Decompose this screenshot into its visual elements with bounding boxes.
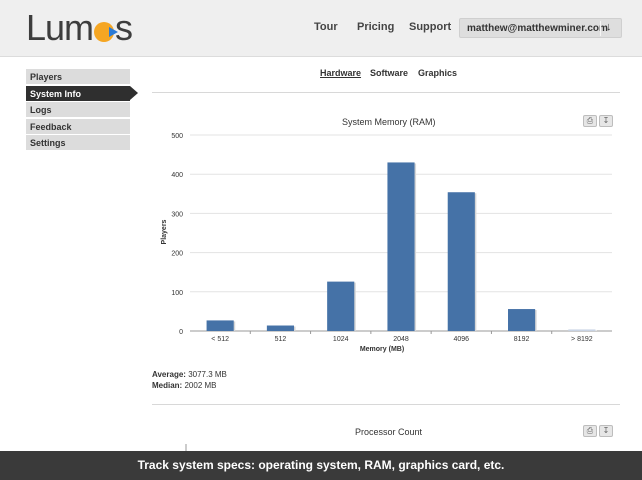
lumos-logo[interactable]: Lum s [26, 7, 133, 48]
logo-text-start: Lum [26, 7, 94, 48]
sidebar-item-system-info[interactable]: System Info [26, 85, 138, 101]
y-tick-label: 200 [171, 251, 183, 258]
x-tick-label: 8192 [514, 336, 530, 343]
caption-bar: Track system specs: operating system, RA… [0, 451, 642, 480]
average-value: 3077.3 MB [188, 370, 227, 379]
memory-bar[interactable] [568, 329, 596, 331]
memory-bar[interactable] [508, 309, 536, 331]
nav-pricing-link[interactable]: Pricing [357, 21, 395, 33]
average-stat: Average: 3077.3 MB [152, 370, 227, 379]
y-tick-label: 400 [171, 172, 183, 179]
processor-chart-title: Processor Count [355, 427, 423, 437]
download-icon[interactable]: ↧ [599, 115, 613, 127]
logo-pacman-icon [94, 22, 119, 42]
sidebar-item-logs[interactable]: Logs [26, 102, 130, 117]
sidebar-item-feedback[interactable]: Feedback [26, 118, 130, 134]
y-tick-label: 500 [171, 133, 183, 140]
median-label: Median: [152, 381, 183, 390]
x-tick-label: 512 [275, 336, 287, 343]
tab-software[interactable]: Software [370, 68, 409, 78]
print-icon[interactable]: ⎙ [583, 115, 597, 127]
user-menu-divider [600, 21, 601, 36]
median-value: 2002 MB [184, 381, 217, 390]
logo-text-end: s [115, 7, 133, 48]
memory-chart: 0 100 200 300 400 500 < 512 512 1024 2048 4096 819… [161, 133, 612, 353]
x-tick-label: < 512 [211, 336, 229, 343]
download-icon-processor[interactable]: ↧ [599, 425, 613, 437]
sidebar: Players System Info Logs Feedback Settin… [26, 69, 138, 152]
top-bar: Lum s Tour Pricing Support matthew@matth… [0, 0, 642, 57]
tab-divider [152, 92, 620, 93]
x-tick-label: 4096 [453, 336, 469, 343]
nav-tour-link[interactable]: Tour [314, 21, 338, 33]
median-stat: Median: 2002 MB [152, 381, 217, 390]
sidebar-item-players[interactable]: Players [26, 69, 130, 84]
tab-graphics[interactable]: Graphics [418, 68, 458, 78]
user-email: matthew@matthewminer.com [467, 23, 608, 34]
y-tick-label: 100 [171, 290, 183, 297]
y-tick-label: 300 [171, 211, 183, 218]
memory-bar[interactable] [266, 325, 294, 331]
arrow-down-icon[interactable]: ↓ [606, 21, 612, 33]
average-label: Average: [152, 370, 186, 379]
x-tick-label: 2048 [393, 336, 409, 343]
nav-support-link[interactable]: Support [409, 21, 452, 33]
print-icon-processor[interactable]: ⎙ [583, 425, 597, 437]
memory-bar[interactable] [387, 162, 415, 331]
x-tick-label: > 8192 [571, 336, 593, 343]
sidebar-item-settings[interactable]: Settings [26, 135, 130, 150]
memory-bar[interactable] [327, 281, 355, 331]
tab-hardware[interactable]: Hardware [320, 68, 362, 78]
x-tick-label: 1024 [333, 336, 349, 343]
memory-bar[interactable] [447, 192, 475, 331]
memory-chart-ylabel: Players [161, 219, 168, 244]
memory-bar[interactable] [206, 320, 234, 331]
user-menu[interactable]: matthew@matthewminer.com ↓ [459, 18, 622, 38]
section-divider [152, 404, 620, 405]
memory-chart-xlabel: Memory (MB) [360, 346, 404, 353]
y-tick-label: 0 [179, 329, 183, 336]
memory-chart-title: System Memory (RAM) [342, 117, 436, 127]
